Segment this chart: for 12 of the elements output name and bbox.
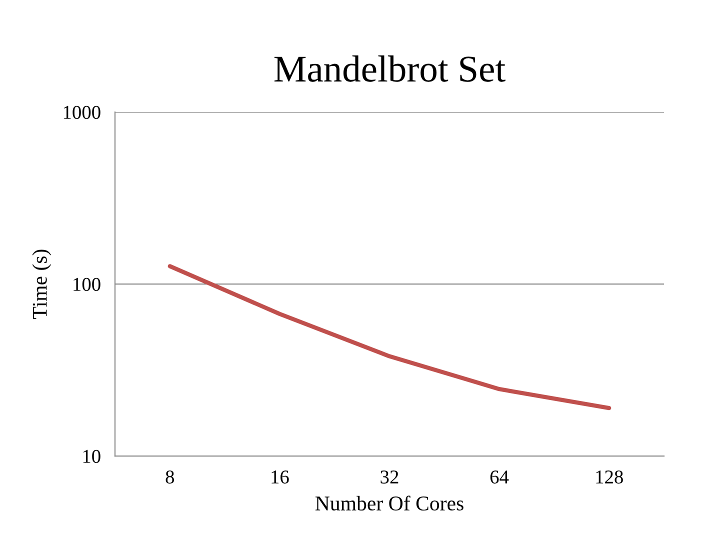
x-tick-label: 128	[596, 470, 623, 484]
x-tick-label: 8	[166, 470, 174, 484]
chart-title: Mandelbrot Set	[274, 55, 506, 82]
y-axis-title: Time (s)	[32, 250, 52, 319]
line-series	[168, 264, 612, 410]
y-tick-label: 1000	[64, 106, 100, 119]
x-tick-label: 32	[380, 470, 398, 484]
x-tick-label: 64	[490, 470, 509, 484]
y-tick-label: 10	[83, 450, 100, 463]
y-tick-label: 100	[74, 278, 100, 291]
x-tick-label: 16	[272, 470, 289, 484]
x-axis-title: Number Of Cores	[315, 496, 464, 511]
